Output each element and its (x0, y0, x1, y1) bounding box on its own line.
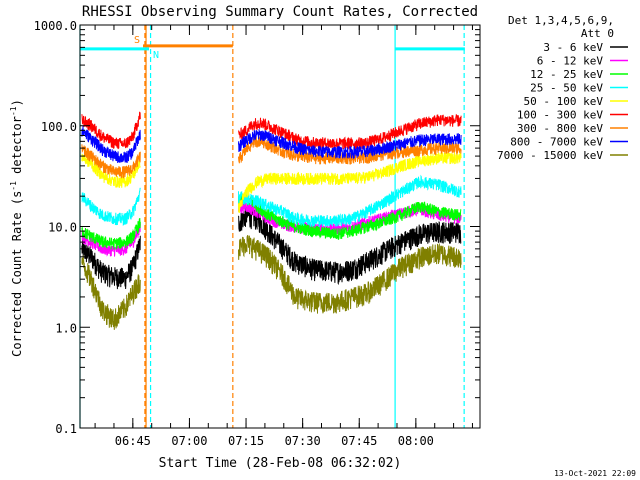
y-axis-label-superscript: -1 (9, 181, 18, 191)
x-axis-label: Start Time (28-Feb-08 06:32:02) (159, 456, 402, 471)
data-layer (79, 25, 465, 428)
series-5 (81, 111, 462, 151)
legend-label-0: 3 - 6 keV (543, 41, 603, 54)
legend-label-8: 7000 - 15000 keV (497, 149, 603, 162)
y-axis-label-part: detector (10, 116, 24, 181)
y-tick-label: 100.0 (41, 120, 77, 134)
legend-label-2: 12 - 25 keV (530, 68, 603, 81)
legend-label-5: 100 - 300 keV (517, 109, 603, 122)
axes-layer: 0.1 1.0 10.0 100.0 1000.0 06:45 07:00 07:15 07:3… (34, 19, 481, 448)
series-4 (81, 152, 462, 213)
y-tick-label: 1.0 (55, 321, 77, 335)
x-tick-label: 06:45 (115, 434, 151, 448)
flag-label-0: S (134, 35, 140, 46)
series-5-line-a (81, 111, 141, 150)
flag-label-1: N (153, 50, 159, 61)
series-7-line-a (81, 125, 141, 164)
x-tick-label: 08:00 (398, 434, 434, 448)
y-axis-label: Corrected Count Rate (s-1 detector-1) (9, 99, 24, 357)
series-0-line-b (238, 205, 462, 286)
series-4-line-b (238, 152, 462, 213)
series-8 (81, 235, 462, 330)
series-0 (81, 205, 462, 290)
y-axis-label-text: Corrected Count Rate (s-1 detector-1) (9, 99, 24, 357)
flag-layer: SN (80, 35, 465, 61)
y-tick-label: 10.0 (48, 221, 77, 235)
x-tick-label: 07:30 (285, 434, 321, 448)
legend-label-6: 300 - 800 keV (517, 122, 603, 135)
y-axis-label-superscript: -1 (9, 106, 18, 116)
series-8-line-a (81, 255, 141, 330)
series-7-line-b (238, 129, 462, 160)
legend-header-line: Det 1,3,4,5,6,9, (508, 14, 614, 27)
series-3 (81, 174, 462, 228)
x-tick-label: 07:45 (341, 434, 377, 448)
legend-label-7: 800 - 7000 keV (510, 136, 603, 149)
legend-header-line: Att 0 (581, 27, 614, 40)
legend-label-3: 25 - 50 keV (530, 82, 603, 95)
y-tick-label: 1000.0 (34, 19, 77, 33)
series-7 (81, 125, 462, 164)
series-2-line-a (81, 217, 141, 250)
series-3-line-a (81, 187, 141, 226)
series-6 (81, 134, 462, 179)
y-axis-label-part: ) (10, 99, 24, 106)
legend-label-1: 6 - 12 keV (537, 55, 604, 68)
series-5-line-b (238, 113, 462, 151)
chart-title: RHESSI Observing Summary Count Rates, Co… (82, 4, 478, 20)
y-tick-label: 0.1 (55, 422, 77, 436)
legend-label-4: 50 - 100 keV (524, 95, 604, 108)
series-4-line-a (81, 152, 141, 188)
x-tick-label: 07:00 (171, 434, 207, 448)
x-tick-label: 07:15 (228, 434, 264, 448)
series-6-line-b (238, 134, 462, 165)
y-axis-label-part: Corrected Count Rate (s (10, 191, 24, 357)
series-6-line-a (81, 144, 141, 179)
series-8-line-b (238, 235, 462, 314)
timestamp: 13-Oct-2021 22:09 (554, 469, 636, 478)
series-3-line-b (238, 174, 462, 228)
series-0-line-a (81, 235, 141, 290)
